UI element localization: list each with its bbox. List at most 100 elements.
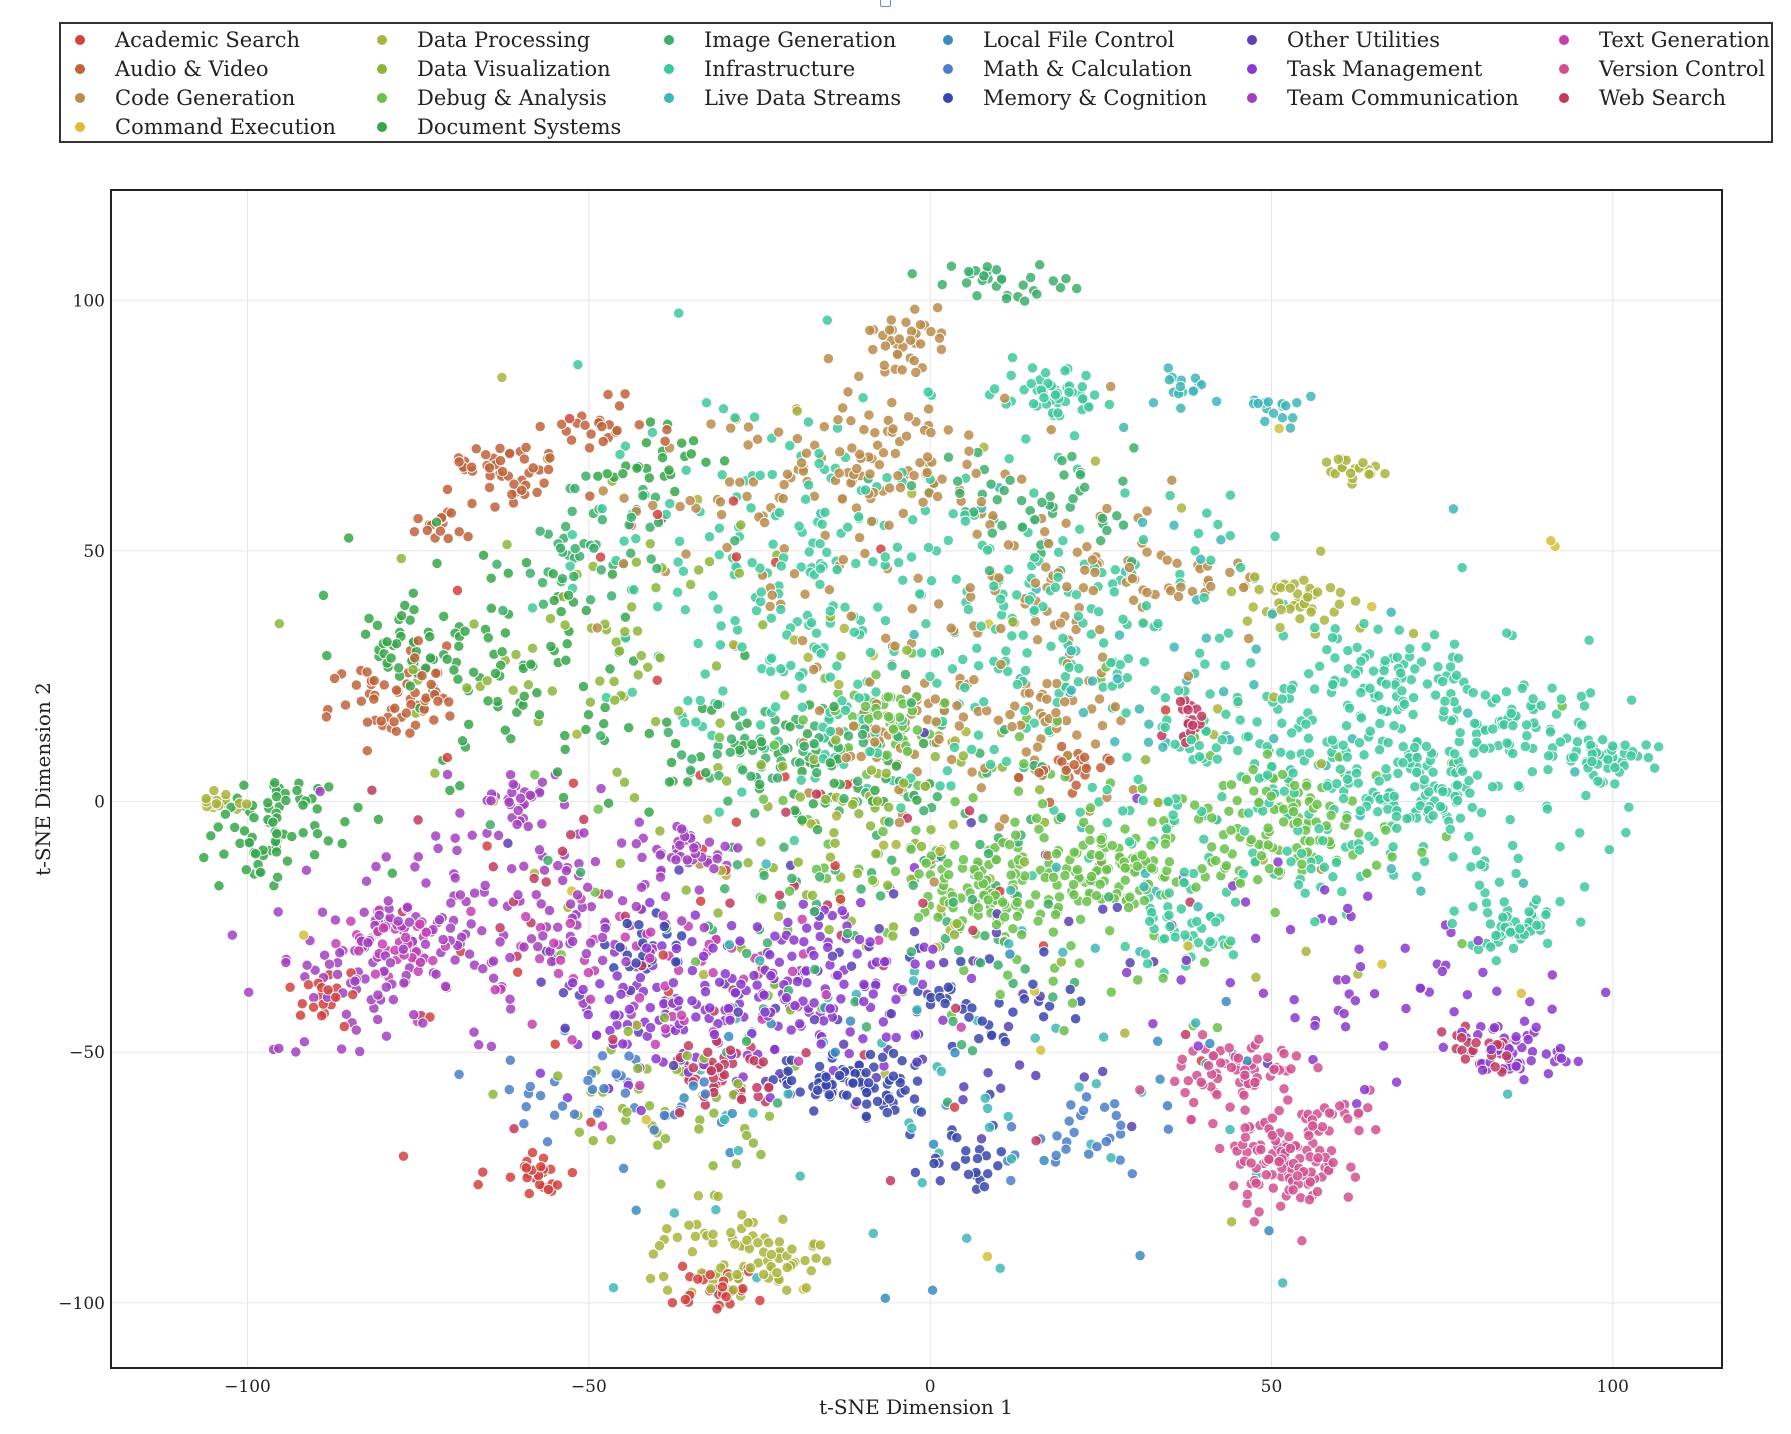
data-point-infrastructure — [1000, 645, 1012, 657]
data-point-local-file-control — [879, 1292, 891, 1304]
data-point-other-utilities — [1030, 1069, 1042, 1082]
data-point-document-systems — [557, 791, 570, 804]
data-point-version-control — [1195, 1076, 1207, 1088]
data-point-audio-and-video — [368, 674, 380, 687]
data-point-team-communication — [524, 789, 536, 801]
data-point-code-generation — [879, 340, 892, 352]
data-point-version-control — [1287, 1184, 1299, 1196]
data-point-document-systems — [754, 778, 766, 791]
data-point-audio-and-video — [378, 679, 390, 691]
data-point-data-visualization — [546, 685, 558, 697]
data-point-task-management — [814, 930, 826, 943]
data-point-data-visualization — [820, 793, 832, 806]
data-point-debug-and-analysis — [1084, 834, 1096, 846]
data-point-infrastructure — [1355, 655, 1367, 667]
data-point-image-generation — [569, 482, 581, 495]
legend-item-debug-and-analysis: Debug & Analysis — [377, 84, 607, 112]
data-point-infrastructure — [1261, 769, 1274, 781]
data-point-team-communication — [417, 1017, 429, 1029]
data-point-image-generation — [686, 753, 698, 765]
data-point-data-visualization — [870, 848, 882, 860]
y-tick-label: 50 — [83, 542, 105, 562]
data-point-live-data-streams — [1005, 884, 1017, 896]
data-point-audio-and-video — [1080, 762, 1093, 775]
data-point-infrastructure — [1242, 807, 1255, 819]
data-point-infrastructure — [1490, 693, 1502, 705]
data-point-infrastructure — [1193, 739, 1205, 752]
data-point-document-systems — [495, 659, 507, 671]
data-point-team-communication — [397, 943, 409, 955]
data-point-infrastructure — [1317, 834, 1329, 847]
data-point-code-generation — [925, 426, 937, 439]
data-point-infrastructure — [929, 647, 942, 659]
data-point-infrastructure — [1114, 658, 1126, 671]
data-point-memory-and-cognition — [864, 1048, 877, 1061]
data-point-academic-search — [526, 1146, 539, 1159]
data-point-live-data-streams — [916, 1177, 928, 1189]
data-point-live-data-streams — [1111, 673, 1124, 685]
data-point-web-search — [494, 922, 506, 934]
data-point-live-data-streams — [1175, 402, 1187, 414]
data-point-team-communication — [537, 930, 549, 942]
data-point-infrastructure — [729, 412, 741, 424]
data-point-debug-and-analysis — [1073, 957, 1086, 969]
data-point-infrastructure — [736, 641, 748, 653]
data-point-infrastructure — [754, 562, 766, 574]
data-point-debug-and-analysis — [1094, 878, 1106, 890]
data-point-image-generation — [1067, 493, 1079, 505]
data-point-infrastructure — [842, 521, 854, 533]
data-point-data-processing — [712, 1190, 724, 1203]
legend-marker — [943, 93, 953, 103]
data-point-web-search — [556, 845, 569, 857]
data-point-infrastructure — [1550, 708, 1563, 720]
data-point-team-communication — [485, 1040, 498, 1053]
data-point-memory-and-cognition — [962, 1168, 975, 1181]
data-point-image-generation — [637, 490, 649, 502]
data-point-audio-and-video — [531, 486, 543, 499]
data-point-infrastructure — [1237, 868, 1249, 880]
data-point-audio-and-video — [416, 670, 428, 682]
data-point-data-visualization — [898, 777, 910, 789]
data-point-infrastructure — [1421, 678, 1434, 690]
data-point-debug-and-analysis — [1084, 823, 1096, 836]
data-point-local-file-control — [723, 1030, 735, 1043]
data-point-debug-and-analysis — [1136, 782, 1148, 795]
data-point-data-processing — [200, 792, 212, 805]
data-point-live-data-streams — [1447, 503, 1460, 515]
data-point-local-file-control — [949, 1047, 961, 1059]
data-point-data-processing — [1302, 591, 1314, 603]
data-point-image-generation — [1071, 282, 1083, 295]
data-point-team-communication — [533, 844, 546, 856]
data-point-memory-and-cognition — [860, 1110, 872, 1123]
data-point-debug-and-analysis — [883, 711, 895, 723]
data-point-code-generation — [777, 492, 789, 505]
data-point-infrastructure — [1575, 690, 1587, 703]
data-point-debug-and-analysis — [1206, 841, 1218, 853]
data-point-audio-and-video — [320, 711, 333, 723]
data-point-academic-search — [284, 981, 296, 993]
data-point-audio-and-video — [428, 714, 440, 726]
data-point-image-generation — [1000, 292, 1013, 305]
data-point-debug-and-analysis — [1234, 877, 1247, 889]
data-point-audio-and-video — [1070, 779, 1082, 791]
data-point-infrastructure — [813, 447, 825, 460]
data-point-image-generation — [1019, 295, 1031, 307]
data-point-version-control — [1266, 1112, 1279, 1124]
data-point-infrastructure — [1620, 826, 1632, 839]
data-point-team-communication — [512, 804, 524, 817]
data-point-team-communication — [451, 844, 463, 857]
data-point-task-management — [1368, 988, 1381, 1000]
data-point-document-systems — [663, 464, 675, 476]
data-point-other-utilities — [1063, 915, 1075, 928]
data-point-data-processing — [705, 1283, 717, 1295]
data-point-infrastructure — [1159, 721, 1171, 734]
data-point-task-management — [1121, 966, 1133, 979]
data-point-live-data-streams — [1280, 400, 1292, 412]
data-point-data-processing — [661, 1284, 674, 1296]
data-point-document-systems — [456, 735, 469, 747]
data-point-version-control — [1214, 1142, 1226, 1155]
data-point-debug-and-analysis — [783, 885, 796, 897]
data-point-image-generation — [1034, 259, 1046, 271]
data-point-version-control — [1275, 1200, 1287, 1212]
data-point-infrastructure — [1327, 678, 1339, 691]
